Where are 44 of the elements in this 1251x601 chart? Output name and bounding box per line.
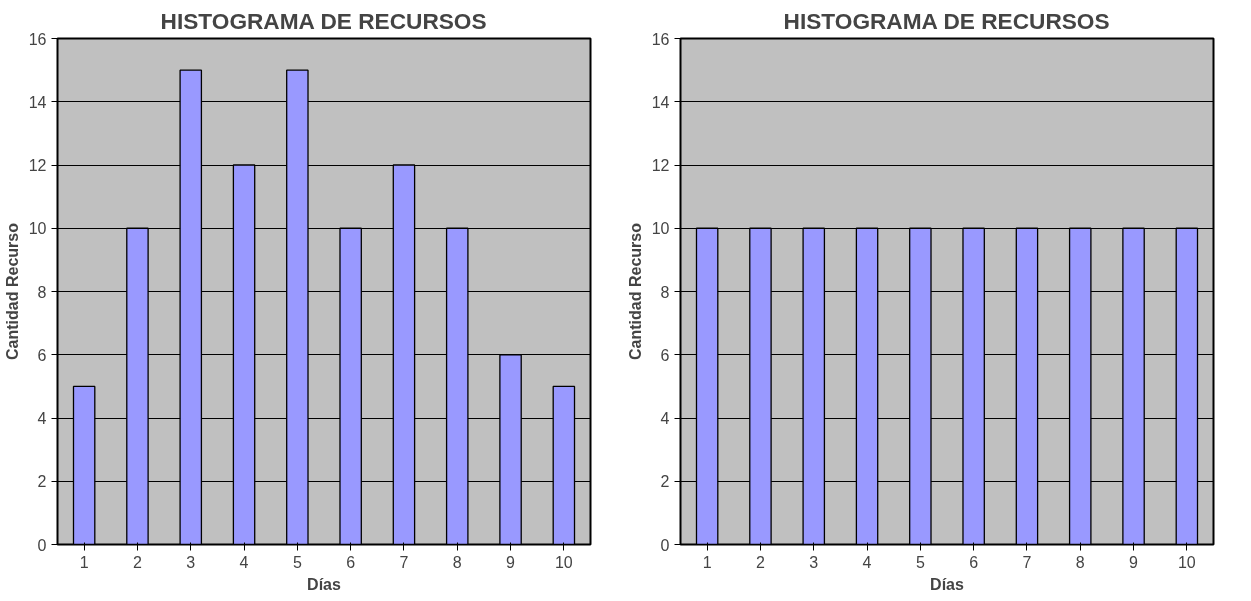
x-tick-label: 7 [1022,553,1032,571]
y-axis-title: Cantidad Recurso [626,222,644,360]
x-tick-label: 10 [554,553,573,571]
x-tick-label: 8 [452,553,462,571]
x-tick-label: 7 [399,553,409,571]
y-tick-label: 2 [37,473,47,491]
y-tick-label: 14 [28,93,47,111]
x-tick-label: 2 [756,553,765,571]
y-tick-label: 2 [660,473,670,491]
chart-title: HISTOGRAMA DE RECURSOS [160,7,487,34]
y-tick-label: 4 [37,410,47,427]
y-tick-label: 6 [37,346,47,364]
x-tick-label: 2 [133,553,142,571]
x-axis-title: Días [930,575,964,593]
y-tick-label: 6 [660,346,670,364]
y-tick-label: 10 [651,220,670,238]
x-tick-label: 4 [862,553,872,571]
y-tick-label: 14 [651,93,670,111]
x-tick-label: 3 [809,553,819,571]
x-tick-label: 1 [702,553,712,571]
y-tick-label: 16 [28,30,47,48]
x-tick-label: 5 [915,553,925,571]
x-axis-title: Días [307,575,341,593]
x-tick-label: 9 [506,553,516,571]
y-axis-title: Cantidad Recurso [3,222,21,360]
x-tick-label: 3 [186,553,196,571]
y-tick-label: 12 [28,157,47,174]
x-tick-label: 6 [969,553,979,571]
x-tick-label: 1 [79,553,89,571]
y-tick-label: 12 [651,157,670,174]
chart-title: HISTOGRAMA DE RECURSOS [783,7,1110,34]
y-tick-label: 4 [660,410,670,427]
x-tick-label: 4 [239,553,249,571]
y-tick-label: 16 [651,30,670,48]
x-tick-label: 8 [1075,553,1085,571]
y-tick-label: 8 [660,283,670,301]
y-tick-label: 8 [37,283,47,301]
x-tick-label: 5 [292,553,302,571]
x-tick-label: 10 [1177,553,1196,571]
y-tick-label: 10 [28,220,47,238]
x-tick-label: 9 [1129,553,1139,571]
x-tick-label: 6 [346,553,356,571]
y-tick-label: 0 [660,536,670,554]
y-tick-label: 0 [37,536,47,554]
